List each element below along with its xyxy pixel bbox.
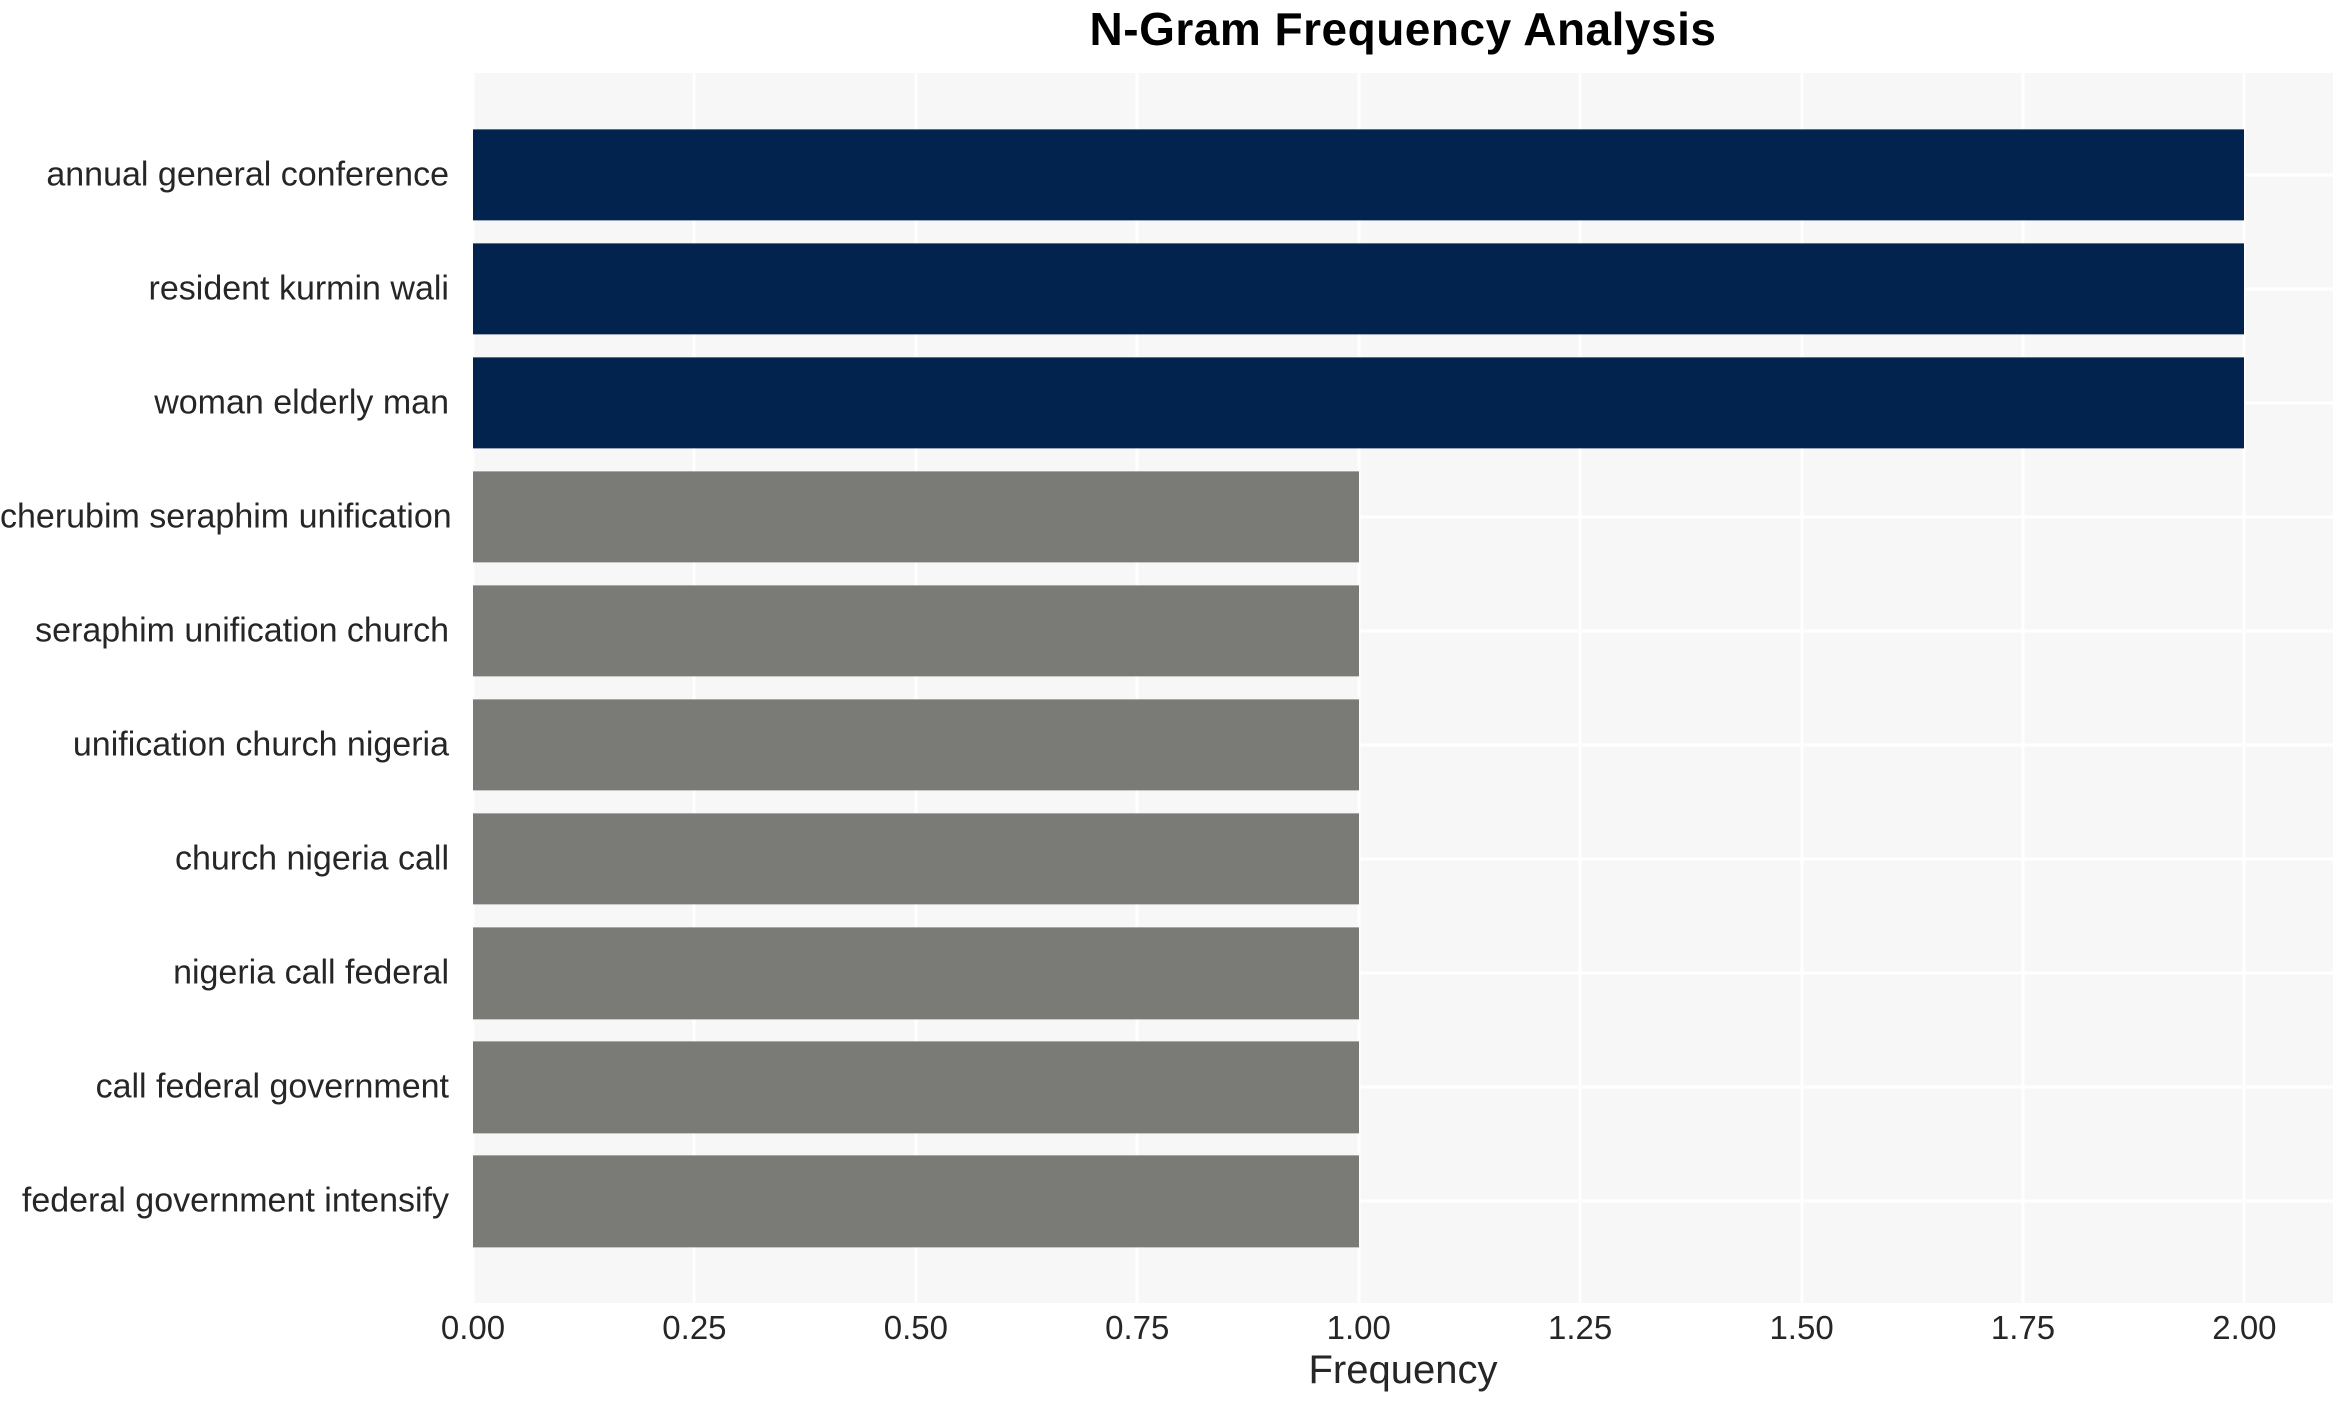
x-tick-label: 0.50 xyxy=(883,1309,948,1346)
x-tick-label: 1.25 xyxy=(1548,1309,1613,1346)
h-gridline xyxy=(473,1085,2333,1089)
bar-woman-elderly-man xyxy=(473,357,2245,449)
v-gridline xyxy=(1135,73,1139,1303)
v-gridline xyxy=(1800,73,1804,1303)
v-gridline xyxy=(473,73,475,1303)
h-gridline xyxy=(473,515,2333,519)
y-tick-label: woman elderly man xyxy=(154,383,449,422)
x-tick-label: 2.00 xyxy=(2212,1309,2277,1346)
y-axis-labels: annual general conference resident kurmin… xyxy=(0,73,461,1303)
y-tick-label: unification church nigeria xyxy=(72,725,449,764)
bar-cherubim-seraphim-unification xyxy=(473,471,1359,563)
x-tick-label: 1.00 xyxy=(1326,1309,1391,1346)
bar-unification-church-nigeria xyxy=(473,699,1359,791)
h-gridline xyxy=(473,1199,2333,1203)
bar-annual-general-conference xyxy=(473,128,2245,221)
x-tick-label: 1.75 xyxy=(1990,1309,2056,1346)
bar-seraphim-unification-church xyxy=(473,585,1359,677)
h-gridline xyxy=(473,971,2333,975)
y-tick-label: seraphim unification church xyxy=(35,611,449,650)
chart-title: N-Gram Frequency Analysis xyxy=(1089,3,1717,55)
y-tick-label: church nigeria call xyxy=(174,839,449,878)
x-tick-label: 1.50 xyxy=(1769,1309,1834,1346)
y-tick-label: annual general conference xyxy=(46,155,449,194)
bar-church-nigeria-call xyxy=(473,813,1359,905)
v-gridline xyxy=(692,73,696,1303)
y-tick-label: federal government intensify xyxy=(21,1181,449,1220)
h-gridline xyxy=(473,743,2333,747)
bar-nigeria-call-federal xyxy=(473,927,1359,1019)
x-axis-ticks: 0.00 0.25 0.50 0.75 1.00 1.25 1.50 1.75 2.00 xyxy=(441,1309,2333,1351)
h-gridline xyxy=(473,629,2333,633)
v-gridline xyxy=(1578,73,1582,1303)
y-tick-label: call federal government xyxy=(95,1067,449,1106)
bar-federal-government-intensify xyxy=(473,1155,1359,1248)
bar-resident-kurmin-wali xyxy=(473,243,2245,335)
v-gridline xyxy=(1357,73,1361,1303)
x-tick-label: 0.00 xyxy=(440,1309,506,1346)
y-tick-label: resident kurmin wali xyxy=(148,269,449,308)
v-gridline xyxy=(2242,73,2246,1303)
bar-call-federal-government xyxy=(473,1041,1359,1133)
h-gridline xyxy=(473,857,2333,861)
x-tick-label: 0.25 xyxy=(662,1309,727,1346)
y-tick-label: nigeria call federal xyxy=(173,953,449,992)
plot-area xyxy=(473,73,2333,1303)
y-tick-label: cherubim seraphim unification xyxy=(0,497,452,536)
v-gridline xyxy=(2021,73,2025,1303)
x-tick-label: 0.75 xyxy=(1105,1309,1170,1346)
x-axis-title: Frequency xyxy=(1308,1348,1498,1392)
v-gridline xyxy=(914,73,918,1303)
